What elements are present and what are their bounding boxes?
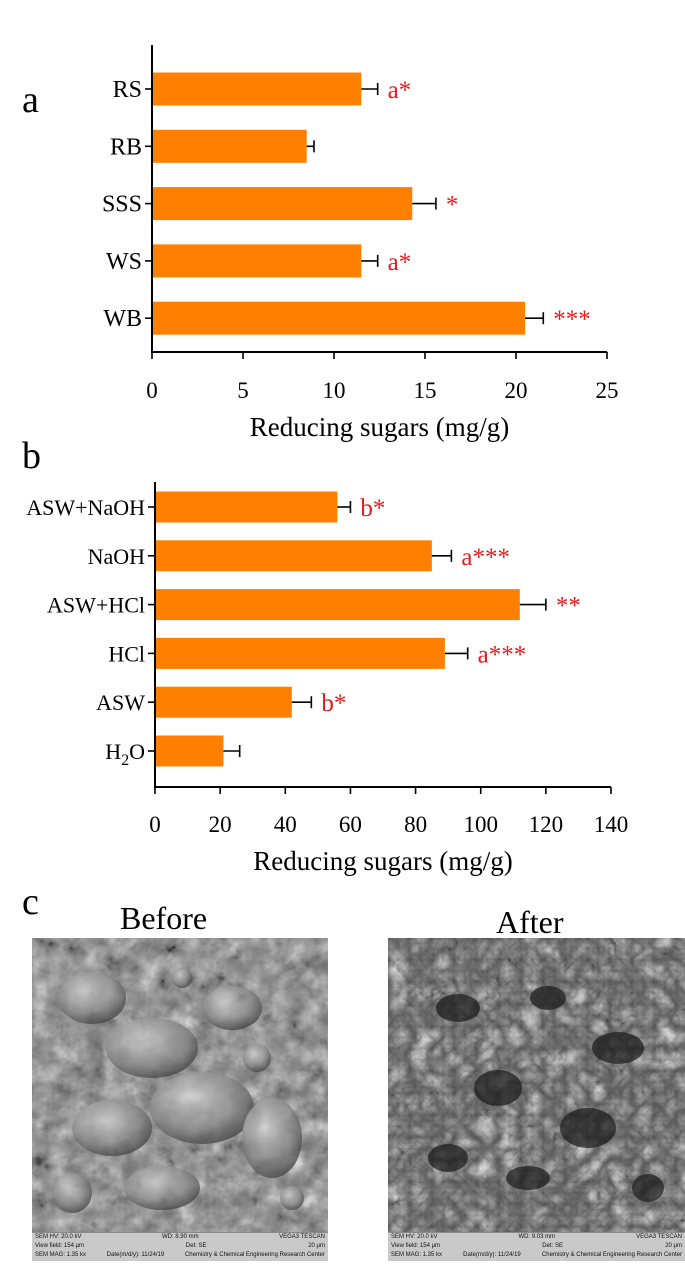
bar <box>156 540 432 572</box>
x-tick-label: 100 <box>463 812 498 837</box>
sem-after-info-bar: SEM HV: 20.0 kV WD: 9.03 mm VEGA3 TESCAN… <box>388 1232 685 1261</box>
panel-label-c: c <box>22 881 39 923</box>
significance-label: *** <box>553 306 591 333</box>
category-label: WS <box>106 249 142 275</box>
sem-info-row: View field: 154 μm Det: SE 20 μm <box>388 1242 685 1251</box>
category-label: H2O <box>105 739 145 769</box>
bar <box>153 129 307 163</box>
sem-info-row: View field: 154 μm Det: SE 20 μm <box>32 1242 328 1251</box>
bar <box>153 187 413 221</box>
category-label: WB <box>103 306 142 332</box>
x-axis-label: Reducing sugars (mg/g) <box>250 412 509 442</box>
x-tick-label: 0 <box>149 812 161 837</box>
sem-info-cell: Chemistry & Chemical Engineering Researc… <box>184 1252 325 1258</box>
significance-label: a*** <box>461 544 510 571</box>
significance-label: * <box>446 192 459 219</box>
x-tick-label: 10 <box>323 378 346 403</box>
category-label: NaOH <box>88 544 146 569</box>
bar <box>156 589 520 621</box>
category-label: RS <box>113 77 142 103</box>
x-tick-label: 40 <box>274 812 297 837</box>
category-label: SSS <box>102 192 142 218</box>
sem-info-cell: SEM HV: 20.0 kV <box>391 1234 438 1240</box>
x-axis-label: Reducing sugars (mg/g) <box>253 846 512 876</box>
sem-info-row: SEM HV: 20.0 kV WD: 8.90 mm VEGA3 TESCAN <box>32 1233 328 1242</box>
sem-before-title: Before <box>120 900 208 936</box>
bar <box>156 735 224 767</box>
category-label: ASW+NaOH <box>26 495 145 520</box>
sem-after-title: After <box>496 904 564 940</box>
sem-info-cell: Det: SE <box>185 1243 207 1249</box>
sem-before-micrograph <box>32 938 328 1233</box>
sem-image-before: SEM HV: 20.0 kV WD: 8.90 mm VEGA3 TESCAN… <box>32 938 328 1261</box>
bar <box>156 686 292 718</box>
sem-info-cell: Chemistry & Chemical Engineering Researc… <box>541 1252 682 1258</box>
x-tick-label: 5 <box>237 378 249 403</box>
sem-info-cell: View field: 154 μm <box>391 1243 441 1249</box>
sem-image-after: SEM HV: 20.0 kV WD: 9.03 mm VEGA3 TESCAN… <box>388 938 685 1261</box>
sem-info-row: SEM HV: 20.0 kV WD: 9.03 mm VEGA3 TESCAN <box>388 1233 685 1242</box>
category-label: ASW <box>96 690 145 715</box>
sem-info-cell: Date(m/d/y): 11/24/19 <box>463 1252 521 1258</box>
x-tick-label: 15 <box>414 378 437 403</box>
figure-charts: 0 5 10 15 20 25 Reducing sugars (mg/g) RS a* RB SS… <box>26 45 629 876</box>
sem-info-cell: View field: 154 μm <box>35 1243 85 1249</box>
sem-info-cell: SEM HV: 20.0 kV <box>35 1234 82 1240</box>
sem-info-cell: WD: 8.90 mm <box>161 1234 199 1240</box>
bar <box>153 244 362 278</box>
sem-info-cell: VEGA3 TESCAN <box>279 1234 325 1240</box>
significance-label: a*** <box>478 641 527 668</box>
significance-label: a* <box>388 249 412 276</box>
significance-label: b* <box>360 495 385 522</box>
bar <box>153 301 526 335</box>
sem-info-cell: VEGA3 TESCAN <box>636 1234 682 1240</box>
x-tick-label: 0 <box>146 378 158 403</box>
sem-info-cell: Date(m/d/y): 11/24/19 <box>106 1252 165 1258</box>
sem-info-row: SEM MAG: 1.35 kx Date(m/d/y): 11/24/19 C… <box>32 1251 328 1260</box>
sem-before-info-bar: SEM HV: 20.0 kV WD: 8.90 mm VEGA3 TESCAN… <box>32 1232 328 1261</box>
category-label: HCl <box>108 641 145 666</box>
x-tick-label: 25 <box>596 378 619 403</box>
x-tick-label: 80 <box>404 812 427 837</box>
sem-scale-bar-label: 20 μm <box>665 1243 682 1249</box>
category-label: ASW+HCl <box>47 593 145 618</box>
sem-info-cell: SEM MAG: 1.35 kx <box>391 1252 443 1258</box>
x-tick-label: 20 <box>209 812 232 837</box>
bar <box>156 637 445 669</box>
sem-after-micrograph <box>388 938 685 1233</box>
sem-info-cell: WD: 9.03 mm <box>518 1234 556 1240</box>
x-tick-label: 140 <box>594 812 629 837</box>
sem-scale-bar-label: 20 μm <box>308 1243 325 1249</box>
significance-label: a* <box>388 77 412 104</box>
panel-label-a: a <box>22 79 39 121</box>
significance-label: b* <box>321 690 346 717</box>
x-tick-label: 120 <box>529 812 564 837</box>
bar <box>156 491 338 523</box>
category-label: RB <box>110 134 142 160</box>
sem-info-row: SEM MAG: 1.35 kx Date(m/d/y): 11/24/19 C… <box>388 1251 685 1260</box>
sem-info-cell: SEM MAG: 1.35 kx <box>35 1252 87 1258</box>
significance-label: ** <box>556 593 581 620</box>
x-tick-label: 20 <box>505 378 528 403</box>
panel-label-b: b <box>22 435 41 477</box>
bar <box>153 72 362 106</box>
x-tick-label: 60 <box>339 812 362 837</box>
sem-info-cell: Det: SE <box>542 1243 563 1249</box>
